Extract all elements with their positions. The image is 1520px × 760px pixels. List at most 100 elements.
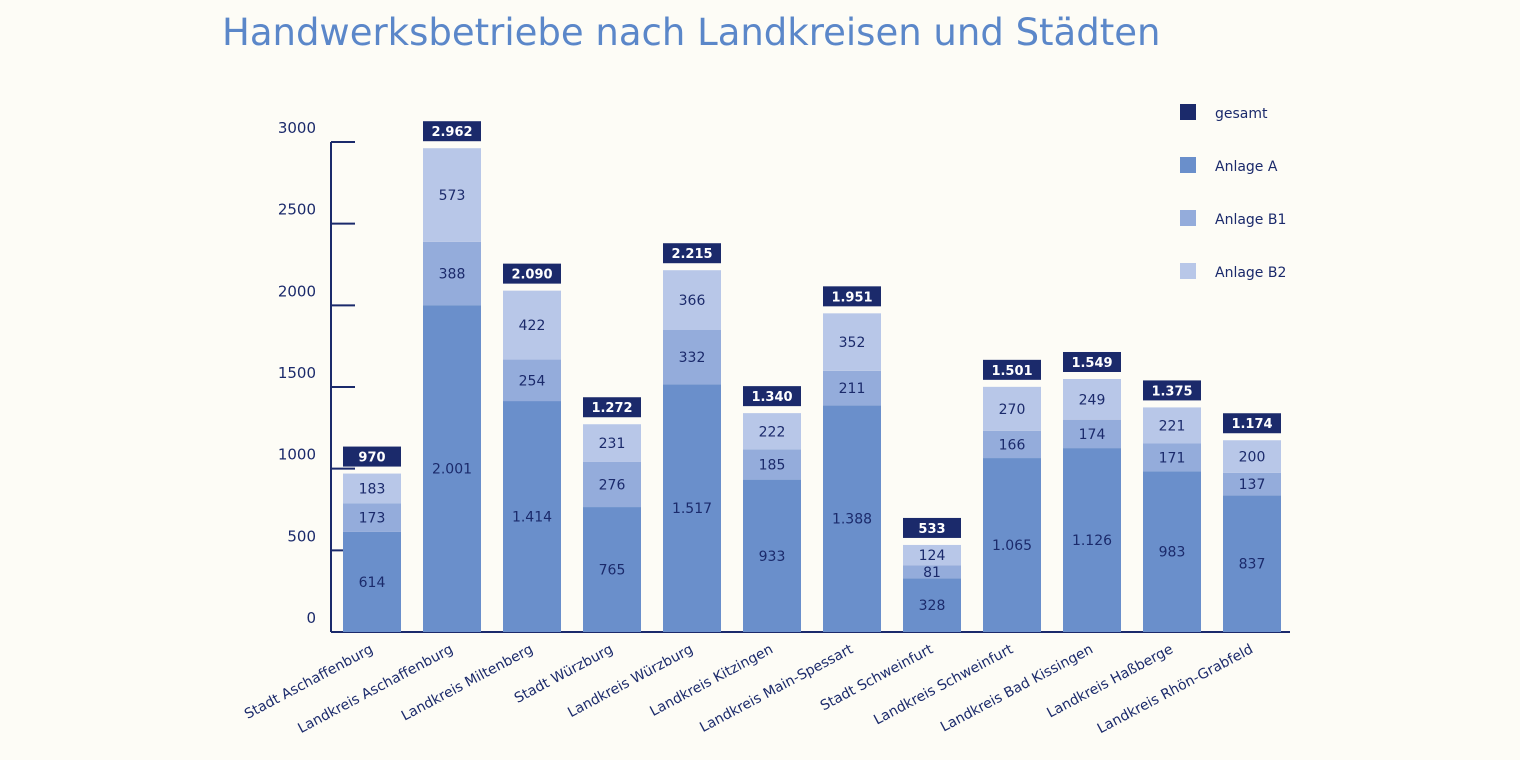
category-label: Landkreis Bad Kissingen	[938, 641, 1096, 735]
bar-segment	[1063, 378, 1121, 420]
bar-segment	[983, 386, 1041, 431]
legend-label: Anlage B1	[1215, 212, 1286, 228]
bar-group: 1.388 211 352 1.951	[823, 286, 881, 632]
total-value-label: 2.962	[431, 125, 472, 140]
bar-segment	[343, 503, 401, 532]
bar-segment	[663, 270, 721, 330]
bar-segment	[1063, 448, 1121, 632]
bar-segment	[823, 405, 881, 632]
legend-label: Anlage A	[1215, 159, 1278, 175]
total-label-box	[743, 386, 801, 407]
total-label-box	[423, 121, 481, 142]
bar-segment	[663, 384, 721, 632]
bar-segment	[583, 424, 641, 462]
segment-value-label: 837	[1239, 557, 1266, 573]
legend-label: Anlage B2	[1215, 265, 1286, 281]
segment-value-label: 1.065	[992, 538, 1032, 554]
bar-segment	[1143, 443, 1201, 472]
segment-value-label: 124	[919, 548, 946, 564]
bar-segment	[343, 531, 401, 632]
category-label: Landkreis Aschaffenburg	[295, 641, 455, 736]
segment-value-label: 1.517	[672, 501, 712, 517]
bar-segment	[903, 544, 961, 566]
segment-value-label: 174	[1079, 427, 1106, 443]
legend-swatch	[1180, 210, 1196, 226]
bar-segment	[1223, 472, 1281, 496]
segment-value-label: 200	[1239, 450, 1266, 466]
segment-value-label: 254	[519, 373, 546, 389]
bar-group: 1.065 166 270 1.501	[983, 359, 1041, 632]
segment-value-label: 388	[439, 266, 466, 282]
bar-segment	[743, 413, 801, 450]
segment-value-label: 222	[759, 424, 786, 440]
total-value-label: 533	[918, 522, 945, 537]
y-tick-label: 3000	[278, 119, 316, 137]
bar-segment	[423, 305, 481, 632]
bar-segment	[983, 458, 1041, 632]
bar-segment	[663, 329, 721, 385]
total-label-box	[983, 359, 1041, 380]
bar-group: 983 171 221 1.375	[1143, 380, 1201, 632]
total-label-box	[503, 263, 561, 284]
total-label-box	[663, 243, 721, 264]
total-label-box	[343, 446, 401, 467]
total-value-label: 1.951	[831, 290, 872, 305]
segment-value-label: 166	[999, 437, 1026, 453]
segment-value-label: 422	[519, 318, 546, 334]
bar-segment	[343, 473, 401, 504]
bar-segment	[583, 461, 641, 508]
segment-value-label: 211	[839, 381, 866, 397]
legend-swatch	[1180, 157, 1196, 173]
segment-value-label: 614	[359, 575, 386, 591]
total-value-label: 1.340	[751, 390, 792, 405]
bar-segment	[1223, 495, 1281, 632]
y-tick-label: 0	[306, 609, 316, 627]
segment-value-label: 328	[919, 598, 946, 614]
bar-segment	[1223, 440, 1281, 473]
bar-segment	[903, 565, 961, 579]
bar-segment	[1143, 471, 1201, 632]
total-label-box	[1063, 351, 1121, 372]
total-label-box	[1223, 413, 1281, 434]
bar-segment	[1143, 407, 1201, 444]
segment-value-label: 1.414	[512, 510, 552, 526]
bar-segment	[503, 359, 561, 402]
y-tick-label: 500	[287, 527, 316, 545]
category-label: Stadt Aschaffenburg	[242, 641, 376, 722]
total-value-label: 1.272	[591, 401, 632, 416]
segment-value-label: 221	[1159, 418, 1186, 434]
bar-segment	[423, 148, 481, 242]
segment-value-label: 983	[1159, 545, 1186, 561]
total-label-box	[823, 286, 881, 307]
bar-segment	[1063, 419, 1121, 449]
segment-value-label: 183	[359, 482, 386, 498]
total-label-box	[1143, 380, 1201, 401]
bar-segment	[503, 290, 561, 360]
segment-value-label: 352	[839, 335, 866, 351]
segment-value-label: 171	[1159, 450, 1186, 466]
bar-group: 1.517 332 366 2.215	[663, 243, 721, 632]
bar-group: 933 185 222 1.340	[743, 386, 801, 632]
bar-segment	[823, 313, 881, 371]
bar-segment	[583, 507, 641, 632]
bar-segment	[503, 401, 561, 632]
bar-segment	[823, 370, 881, 406]
segment-value-label: 765	[599, 563, 626, 579]
bar-segment	[743, 479, 801, 632]
bar-group: 765 276 231 1.272	[583, 397, 641, 632]
segment-value-label: 332	[679, 350, 706, 366]
legend-label: gesamt	[1215, 106, 1268, 122]
segment-value-label: 933	[759, 549, 786, 565]
total-value-label: 2.215	[671, 247, 712, 262]
total-label-box	[583, 397, 641, 418]
bar-group: 1.414 254 422 2.090	[503, 263, 561, 632]
legend-swatch	[1180, 104, 1196, 120]
segment-value-label: 1.126	[1072, 533, 1112, 549]
segment-value-label: 173	[359, 511, 386, 527]
bar-group: 614 173 183 970	[343, 446, 401, 632]
legend: gesamt Anlage A Anlage B1 Anlage B2	[1180, 104, 1286, 281]
total-value-label: 1.501	[991, 364, 1032, 379]
bar-segment	[983, 430, 1041, 459]
